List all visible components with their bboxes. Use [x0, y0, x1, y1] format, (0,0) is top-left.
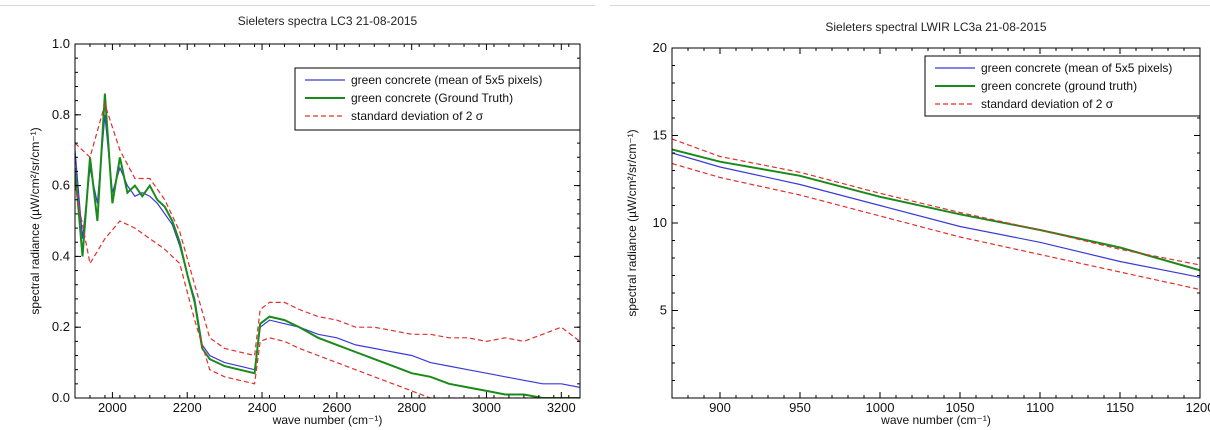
legend: green concrete (mean of 5x5 pixels) green… [924, 55, 1201, 117]
x-tick-label: 1100 [1026, 400, 1054, 415]
y-tick-label: 0.8 [52, 107, 70, 122]
x-tick-label: 2800 [397, 400, 426, 415]
y-tick-label: 0.4 [52, 248, 70, 263]
y-tick-label: 1.0 [52, 36, 70, 51]
y-tick-label: 10 [653, 215, 667, 230]
y-tick-label: 15 [653, 128, 667, 143]
x-tick-label: 1000 [866, 400, 895, 415]
series-line-1 [75, 93, 580, 398]
series-line-0 [75, 114, 580, 388]
y-axis-label: spectral radiance (µW/cm²/sr/cm⁻¹) [28, 127, 42, 314]
legend-entry: green concrete (mean of 5x5 pixels) [351, 73, 542, 87]
y-tick-label: 5 [660, 303, 667, 318]
series-line-2 [672, 138, 1200, 266]
chart-panel-left: Sieleters spectra LC3 21-08-2015 2000 2200… [0, 5, 595, 427]
legend-entry: green concrete (Ground Truth) [351, 91, 513, 105]
legend-entry: standard deviation of 2 σ [981, 97, 1114, 111]
y-tick-label: 0.6 [52, 178, 70, 193]
top-divider-left [0, 5, 595, 6]
legend-entry: standard deviation of 2 σ [351, 109, 484, 123]
series-line-3 [75, 185, 580, 398]
x-tick-label: 2600 [322, 400, 351, 415]
y-tick-label: 0.0 [52, 390, 70, 405]
series-line-3 [672, 162, 1200, 291]
x-tick-label: 2200 [173, 400, 202, 415]
legend: green concrete (mean of 5x5 pixels) green… [294, 67, 581, 131]
x-tick-label: 1050 [946, 400, 975, 415]
x-tick-label: 2400 [248, 400, 277, 415]
x-tick-label: 1200 [1186, 400, 1210, 415]
series-line-1 [672, 148, 1200, 272]
chart-title: Sieleters spectral LWIR LC3a 21-08-2015 [825, 20, 1047, 34]
legend-entry: green concrete (ground truth) [981, 79, 1137, 93]
chart-panel-right: Sieleters spectral LWIR LC3a 21-08-2015 9… [605, 0, 1210, 430]
chart-left: Sieleters spectra LC3 21-08-2015 2000 2200… [28, 14, 581, 427]
x-tick-label: 3200 [547, 400, 576, 415]
x-tick-label: 3000 [472, 400, 501, 415]
x-tick-label: 2000 [98, 400, 127, 415]
series-line-0 [672, 152, 1200, 278]
chart-right: Sieleters spectral LWIR LC3a 21-08-2015 9… [625, 20, 1210, 427]
chart-title: Sieleters spectra LC3 21-08-2015 [238, 14, 418, 28]
plot-frame [74, 43, 581, 399]
legend-entry: green concrete (mean of 5x5 pixels) [981, 61, 1172, 75]
y-tick-label: 0.2 [52, 319, 70, 334]
series-group [672, 138, 1200, 291]
x-tick-label: 1150 [1106, 400, 1134, 415]
x-axis-label: wave number (cm⁻¹) [880, 413, 991, 427]
x-axis-label: wave number (cm⁻¹) [272, 413, 383, 427]
top-divider-right [610, 5, 1210, 6]
x-tick-label: 900 [709, 400, 731, 415]
series-group [75, 93, 580, 398]
y-tick-label: 20 [653, 40, 667, 55]
series-line-2 [75, 102, 580, 357]
y-axis-label: spectral radiance (µW/cm²/sr/cm⁻¹) [625, 129, 639, 316]
x-tick-label: 950 [789, 400, 811, 415]
